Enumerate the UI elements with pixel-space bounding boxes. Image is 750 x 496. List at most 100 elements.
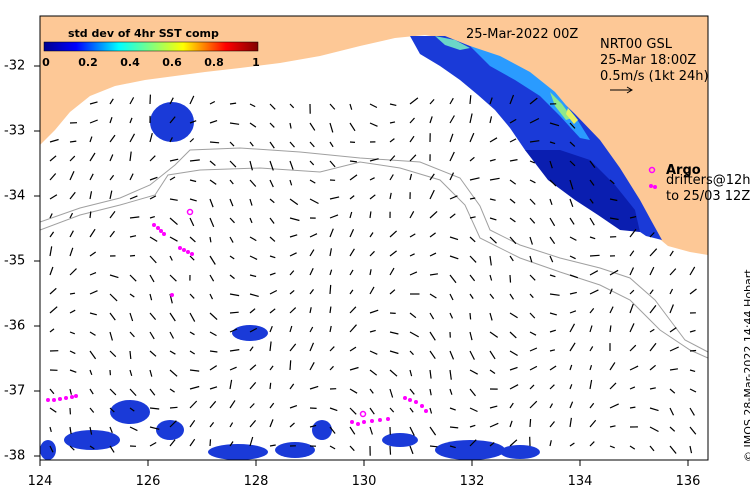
drifters-label-2: to 25/03 12Z (666, 189, 750, 204)
current-vector (309, 179, 316, 184)
current-vector (169, 350, 176, 355)
current-vector (469, 197, 476, 200)
current-vector (49, 138, 59, 143)
current-vector (129, 369, 133, 376)
current-vector (589, 270, 599, 276)
current-vector (529, 97, 538, 105)
current-vector (609, 269, 619, 276)
current-vector (369, 103, 378, 109)
current-vector (69, 140, 77, 143)
current-vector (389, 267, 395, 276)
current-vector (69, 155, 76, 162)
current-vector (329, 214, 339, 219)
current-vector (269, 236, 276, 242)
current-vector (529, 347, 538, 352)
current-vector (409, 350, 414, 356)
current-vector (429, 388, 432, 396)
current-vector (189, 369, 200, 372)
current-vector (669, 327, 677, 333)
current-vector (449, 172, 455, 181)
current-vector (329, 160, 336, 168)
current-vector (549, 440, 552, 447)
current-vector (389, 388, 394, 398)
current-vector (509, 179, 517, 185)
current-vector (369, 177, 375, 181)
current-vector (249, 436, 254, 447)
current-vector (649, 266, 655, 276)
current-vector (449, 369, 452, 380)
current-vector (149, 331, 155, 340)
current-vector (289, 289, 295, 295)
current-vector (449, 236, 459, 241)
current-vector (469, 388, 476, 397)
current-vector (169, 97, 174, 105)
current-vector (89, 350, 97, 360)
current-vector (609, 425, 616, 428)
current-vector (429, 445, 438, 448)
current-vector (89, 101, 98, 105)
current-vector (169, 217, 178, 226)
current-vector (229, 255, 235, 260)
current-vector (249, 403, 255, 409)
colorbar-bar (43, 41, 259, 52)
y-tick-label: -36 (4, 318, 26, 334)
current-vector (669, 346, 679, 352)
x-tick-label: 128 (243, 474, 269, 489)
current-vector (129, 216, 140, 219)
current-vector (449, 213, 456, 219)
current-vector (49, 388, 55, 395)
current-vector (649, 387, 656, 390)
argo-label: Argo (666, 163, 701, 178)
current-vector (549, 421, 555, 428)
current-vector (89, 152, 96, 162)
current-vector (609, 179, 615, 185)
current-vector (449, 407, 456, 411)
current-vector (369, 158, 379, 162)
current-vector (249, 364, 257, 371)
current-vector (609, 306, 614, 314)
current-vector (209, 141, 220, 144)
current-vector (409, 426, 415, 436)
current-vector (269, 365, 274, 371)
current-vector (509, 420, 513, 428)
current-vector (569, 310, 577, 314)
current-vector (549, 274, 556, 278)
current-vector (509, 255, 514, 262)
current-vector (529, 312, 536, 319)
current-vector (189, 95, 195, 105)
current-vector (489, 441, 495, 447)
current-vector (349, 289, 354, 295)
current-vector (349, 160, 357, 163)
current-vector (409, 173, 413, 181)
current-vector (249, 420, 257, 428)
current-vector (569, 179, 574, 190)
current-vector (249, 308, 256, 314)
current-vector (509, 94, 515, 105)
current-vector (209, 365, 218, 371)
current-vector (349, 324, 357, 333)
current-vector (209, 160, 216, 167)
current-vector (369, 269, 372, 276)
current-vector (649, 426, 659, 433)
land-mass (40, 16, 708, 255)
current-vector (209, 236, 212, 243)
current-vector (289, 270, 295, 276)
current-vector (589, 325, 593, 333)
current-vector (109, 174, 115, 181)
current-vector (569, 255, 576, 260)
current-vector (129, 388, 137, 397)
current-vector (489, 350, 496, 360)
current-vector (309, 385, 319, 390)
current-vector (369, 286, 375, 295)
current-vector (549, 329, 556, 333)
current-vector (409, 331, 419, 338)
current-vector (229, 400, 236, 409)
current-vector (189, 159, 200, 162)
current-vector (269, 217, 275, 224)
current-vector (289, 122, 292, 129)
current-vector (429, 232, 436, 238)
current-vector (269, 160, 274, 171)
current-vector (269, 255, 276, 259)
current-vector (169, 255, 173, 261)
current-vector (349, 229, 355, 238)
